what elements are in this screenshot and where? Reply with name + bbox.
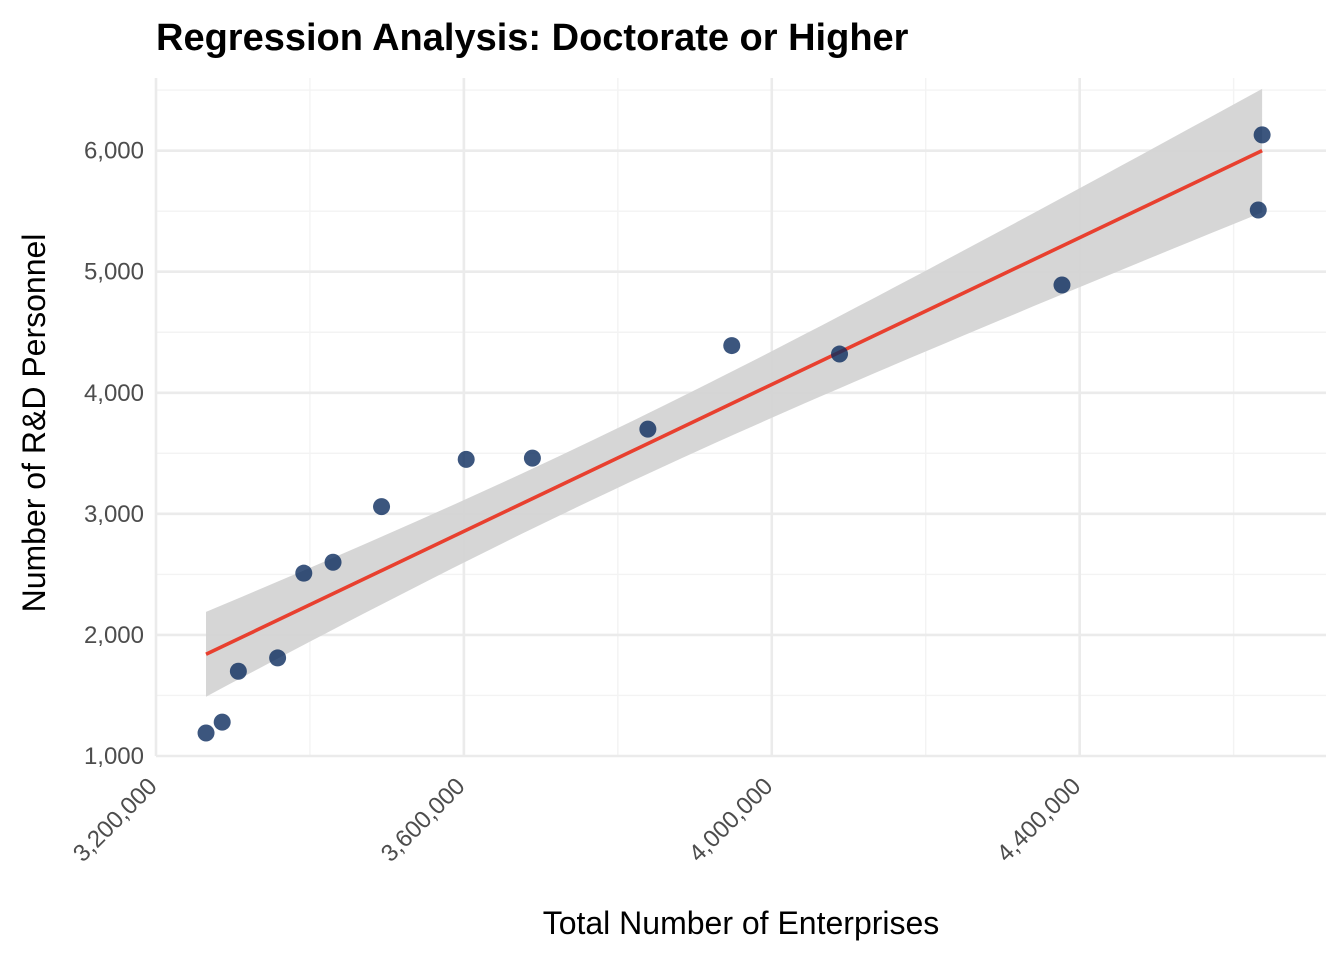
data-point [324,553,342,571]
data-point [269,649,287,667]
x-tick-label: 4,400,000 [992,773,1087,868]
data-point [523,449,541,467]
y-tick-label: 2,000 [84,622,144,649]
y-tick-label: 1,000 [84,743,144,770]
confidence-band-layer [206,88,1263,697]
data-point [723,337,741,355]
data-point [295,564,313,582]
data-point [229,662,247,680]
y-tick-label: 5,000 [84,259,144,286]
fit-line-layer [205,149,1263,656]
data-point [1053,276,1071,294]
regression-line [205,149,1263,656]
data-point [213,713,231,731]
data-point [373,498,391,516]
data-point [831,345,849,363]
x-axis-title: Total Number of Enterprises [543,905,940,941]
y-tick-label: 6,000 [84,138,144,165]
chart-title: Regression Analysis: Doctorate or Higher [156,17,909,59]
y-tick-label: 3,000 [84,501,144,528]
y-axis-title: Number of R&D Personnel [16,234,52,613]
confidence-band [206,88,1263,697]
x-tick-label: 3,600,000 [376,773,471,868]
data-point [1253,126,1271,144]
data-point [1249,201,1267,219]
x-tick-label: 4,000,000 [684,773,779,868]
data-points [197,126,1271,742]
data-point [197,724,215,742]
x-tick-label: 3,200,000 [68,773,163,868]
data-point [639,420,657,438]
data-point [457,450,475,468]
y-tick-label: 4,000 [84,380,144,407]
